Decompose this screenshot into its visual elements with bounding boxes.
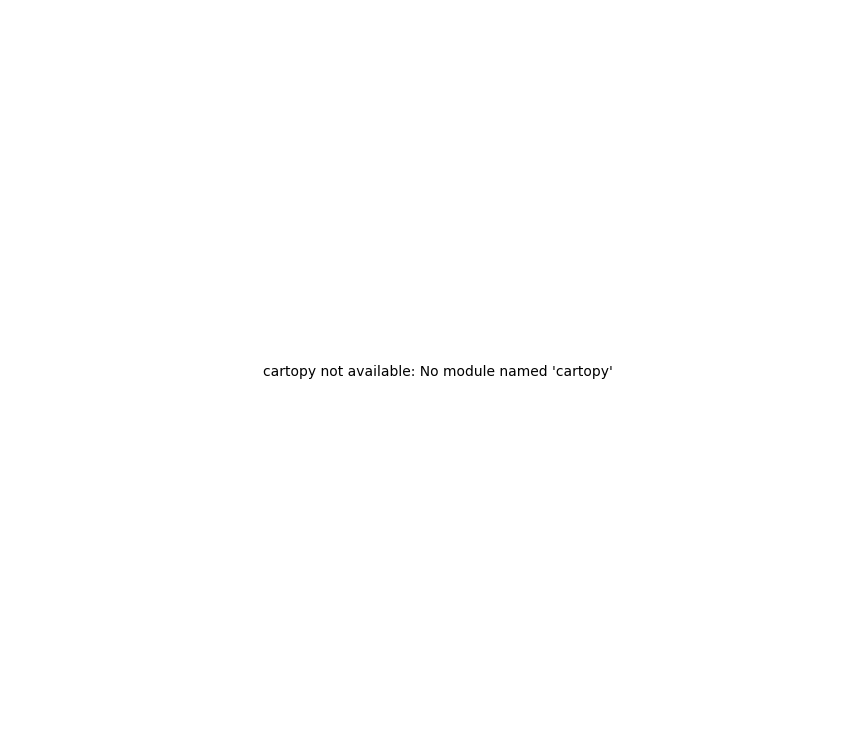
Text: cartopy not available: No module named 'cartopy': cartopy not available: No module named '… (263, 364, 612, 379)
